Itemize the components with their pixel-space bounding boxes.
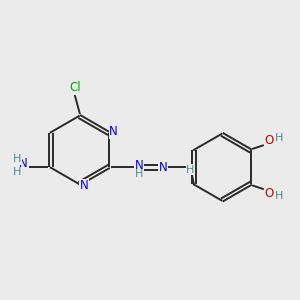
Text: N: N bbox=[80, 179, 88, 192]
Text: N: N bbox=[20, 158, 28, 170]
Text: N: N bbox=[134, 159, 143, 172]
Text: H: H bbox=[186, 165, 195, 175]
Text: H: H bbox=[275, 133, 284, 143]
Text: O: O bbox=[265, 187, 274, 200]
Text: N: N bbox=[159, 161, 168, 174]
Text: N: N bbox=[109, 125, 118, 138]
Text: O: O bbox=[265, 134, 274, 147]
Text: H: H bbox=[275, 191, 284, 201]
Text: H: H bbox=[13, 167, 21, 177]
Text: H: H bbox=[135, 169, 143, 179]
Text: Cl: Cl bbox=[69, 81, 81, 94]
Text: H: H bbox=[13, 154, 21, 164]
